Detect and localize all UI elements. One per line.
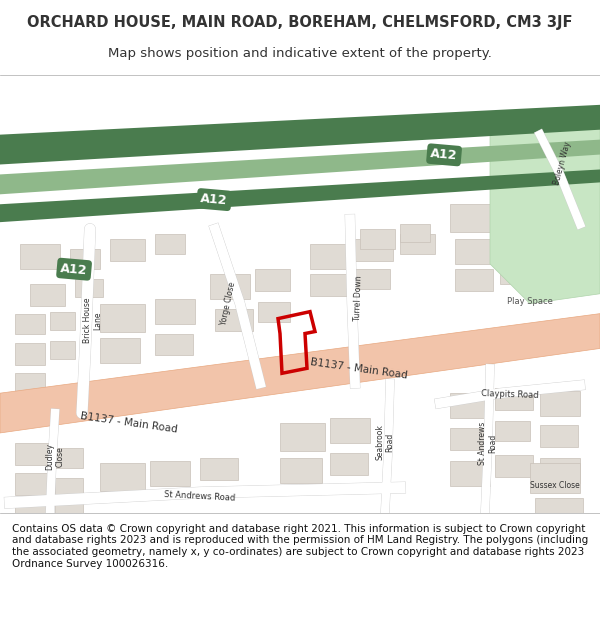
- Text: Brick House
Lane: Brick House Lane: [83, 298, 103, 344]
- Bar: [100, 339, 140, 363]
- Bar: [155, 334, 193, 356]
- Bar: [75, 279, 103, 297]
- Bar: [540, 425, 578, 447]
- Text: A12: A12: [200, 192, 228, 208]
- Bar: [310, 244, 350, 269]
- Bar: [310, 274, 348, 296]
- Bar: [70, 249, 100, 269]
- Bar: [15, 443, 50, 465]
- Text: St Andrews Road: St Andrews Road: [164, 490, 236, 502]
- Text: B1137 - Main Road: B1137 - Main Road: [80, 411, 178, 435]
- Polygon shape: [0, 169, 600, 222]
- Bar: [495, 388, 533, 410]
- Bar: [540, 458, 580, 482]
- Text: B1137 - Main Road: B1137 - Main Road: [310, 357, 409, 380]
- Bar: [155, 234, 185, 254]
- Bar: [455, 239, 495, 264]
- Bar: [50, 312, 75, 329]
- Bar: [540, 391, 580, 416]
- Text: St Andrews
Road: St Andrews Road: [478, 421, 498, 465]
- Bar: [450, 393, 490, 418]
- Bar: [15, 314, 45, 334]
- Text: Claypits Road: Claypits Road: [481, 389, 539, 400]
- Bar: [355, 269, 390, 289]
- Bar: [155, 299, 195, 324]
- Bar: [400, 234, 435, 254]
- Bar: [355, 239, 393, 261]
- Bar: [15, 472, 47, 494]
- Bar: [15, 503, 50, 524]
- Text: Contains OS data © Crown copyright and database right 2021. This information is : Contains OS data © Crown copyright and d…: [12, 524, 588, 569]
- Bar: [450, 204, 495, 232]
- Text: Map shows position and indicative extent of the property.: Map shows position and indicative extent…: [108, 48, 492, 61]
- Bar: [30, 284, 65, 306]
- Text: Seabrook
Road: Seabrook Road: [376, 424, 395, 460]
- Polygon shape: [490, 125, 600, 304]
- Bar: [55, 503, 83, 522]
- Bar: [110, 239, 145, 261]
- Bar: [495, 421, 530, 441]
- Bar: [500, 199, 540, 224]
- Bar: [258, 302, 290, 322]
- Bar: [360, 229, 395, 249]
- Bar: [455, 269, 493, 291]
- Bar: [50, 341, 75, 359]
- Bar: [215, 309, 253, 331]
- Text: Turrel Down: Turrel Down: [353, 275, 363, 321]
- Bar: [330, 418, 370, 443]
- Bar: [450, 428, 488, 450]
- Bar: [530, 462, 580, 492]
- Bar: [280, 458, 322, 482]
- Bar: [280, 423, 325, 451]
- Bar: [330, 453, 368, 475]
- Text: ORCHARD HOUSE, MAIN ROAD, BOREHAM, CHELMSFORD, CM3 3JF: ORCHARD HOUSE, MAIN ROAD, BOREHAM, CHELM…: [27, 15, 573, 30]
- Bar: [400, 224, 430, 242]
- Text: Dudley
Close: Dudley Close: [46, 442, 65, 470]
- Text: Sussex Close: Sussex Close: [530, 481, 580, 489]
- Bar: [535, 498, 583, 518]
- Polygon shape: [0, 139, 600, 194]
- Bar: [495, 455, 533, 477]
- Text: A12: A12: [430, 148, 458, 162]
- Bar: [150, 461, 190, 486]
- Bar: [210, 274, 250, 299]
- Text: A12: A12: [60, 261, 88, 277]
- Bar: [450, 461, 490, 486]
- Text: Boleyn Way: Boleyn Way: [552, 141, 572, 186]
- Bar: [255, 269, 290, 291]
- Text: Yorge Close: Yorge Close: [219, 281, 237, 326]
- Bar: [500, 234, 538, 256]
- Bar: [55, 478, 83, 498]
- Bar: [100, 462, 145, 491]
- Bar: [15, 373, 45, 393]
- Bar: [15, 344, 45, 366]
- Bar: [55, 448, 83, 468]
- Bar: [200, 458, 238, 480]
- Bar: [100, 304, 145, 331]
- Bar: [500, 264, 535, 284]
- Polygon shape: [0, 105, 600, 164]
- Polygon shape: [0, 314, 600, 433]
- Bar: [20, 244, 60, 269]
- Text: Play Space: Play Space: [507, 297, 553, 306]
